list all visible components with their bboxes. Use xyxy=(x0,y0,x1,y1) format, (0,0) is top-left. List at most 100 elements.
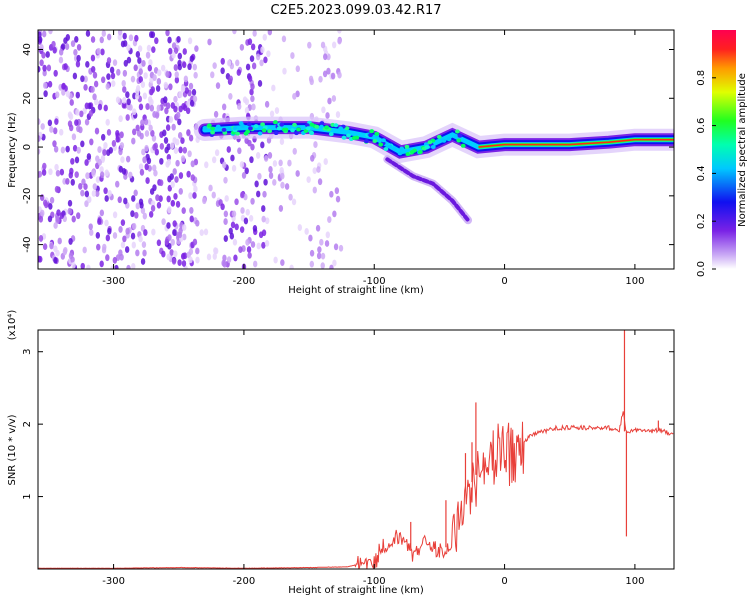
heatmap-cell xyxy=(138,235,143,243)
heatmap-cell xyxy=(125,155,131,163)
heatmap-cell xyxy=(257,80,263,87)
heatmap-cell xyxy=(118,249,123,257)
heatmap-cell xyxy=(95,176,101,184)
heatmap-cell xyxy=(335,195,341,203)
heatmap-cell xyxy=(264,239,270,247)
ridge-blob xyxy=(354,135,360,140)
heatmap-cell xyxy=(150,31,156,39)
heatmap-cell xyxy=(46,64,52,72)
heatmap-cell xyxy=(220,203,225,211)
top-x-ticks: -300 -200 -100 0 100 xyxy=(102,30,644,287)
heatmap-cell xyxy=(53,127,58,135)
heatmap-cell xyxy=(151,46,156,54)
heatmap-cell xyxy=(72,72,78,80)
snr-spikes xyxy=(410,330,659,551)
ridge-blob xyxy=(446,137,452,142)
heatmap-cell xyxy=(271,84,276,92)
colorbar-tick-label: 0.2 xyxy=(696,213,707,229)
heatmap-cell xyxy=(74,119,79,127)
heatmap-cell xyxy=(53,222,58,229)
heatmap-cell xyxy=(278,159,283,167)
colorbar: 0.0 0.2 0.4 0.6 0.8 Normalized spectral ampl… xyxy=(696,30,748,277)
heatmap-cell xyxy=(39,194,45,201)
ridge-blob xyxy=(279,122,285,127)
heatmap-cell xyxy=(148,59,153,66)
heatmap-cell xyxy=(150,204,156,212)
heatmap-cell xyxy=(106,57,112,64)
heatmap-cell xyxy=(279,138,285,145)
heatmap-cell xyxy=(120,219,126,227)
heatmap-cell xyxy=(142,249,147,257)
heatmap-cell xyxy=(120,241,126,249)
heatmap-cell xyxy=(138,76,143,83)
heatmap-cell xyxy=(173,192,178,200)
heatmap-cell xyxy=(106,128,112,136)
heatmap-cell xyxy=(228,92,233,100)
heatmap-cell xyxy=(99,166,104,173)
heatmap-cell xyxy=(210,71,215,79)
ridge-blob xyxy=(324,125,330,130)
heatmap-cell xyxy=(165,160,170,168)
heatmap-cell xyxy=(236,69,241,76)
ridge-blob xyxy=(344,126,350,131)
heatmap-cell xyxy=(122,235,127,243)
heatmap-cell xyxy=(110,72,116,80)
heatmap-cell xyxy=(316,252,322,260)
ridge-blob xyxy=(290,128,295,133)
colorbar-ticks: 0.0 0.2 0.4 0.6 0.8 xyxy=(696,70,716,277)
heatmap-cell xyxy=(310,154,315,162)
ridge-blob xyxy=(248,126,253,131)
ridge-blob xyxy=(457,133,463,138)
heatmap-cell xyxy=(252,30,257,37)
heatmap-cell xyxy=(68,113,74,120)
heatmap-cell xyxy=(186,129,191,136)
heatmap-cell xyxy=(319,238,324,246)
heatmap-cell xyxy=(139,168,145,176)
heatmap-cell xyxy=(312,167,317,175)
heatmap-cell xyxy=(234,223,239,231)
heatmap-cell xyxy=(175,138,180,146)
heatmap-cell xyxy=(309,78,314,86)
heatmap-cell xyxy=(51,40,56,48)
heatmap-cell xyxy=(182,61,187,69)
heatmap-cell xyxy=(161,218,166,226)
ridge-blob xyxy=(267,129,273,134)
heatmap-cell xyxy=(156,78,162,85)
heatmap-cell xyxy=(68,238,73,245)
heatmap-cell xyxy=(125,114,130,121)
ridge-blob xyxy=(232,126,238,131)
heatmap-cell xyxy=(173,250,178,258)
heatmap-cell xyxy=(102,149,107,156)
heatmap-cell xyxy=(76,146,81,154)
heatmap-cell xyxy=(207,38,212,46)
heatmap-cell xyxy=(120,40,126,48)
heatmap-cell xyxy=(262,190,267,198)
heatmap-cell xyxy=(80,140,85,148)
heatmap-cell xyxy=(184,87,189,94)
snr-series-line xyxy=(38,411,674,569)
heatmap-cell xyxy=(243,217,249,225)
heatmap-cell xyxy=(40,209,45,217)
heatmap-cell xyxy=(177,118,182,126)
heatmap-cell xyxy=(292,147,297,155)
heatmap-cell xyxy=(304,228,309,235)
heatmap-cell xyxy=(231,164,237,172)
heatmap-cell xyxy=(278,205,284,212)
heatmap-cell xyxy=(107,227,112,235)
heatmap-cell xyxy=(180,137,185,145)
top-xtick-label: -200 xyxy=(233,276,256,287)
heatmap-cell xyxy=(122,32,127,40)
heatmap-cell xyxy=(147,96,153,103)
heatmap-cell xyxy=(295,65,301,73)
heatmap-cell xyxy=(39,59,44,67)
heatmap-cell xyxy=(89,138,94,146)
heatmap-cell xyxy=(331,41,337,49)
heatmap-cell xyxy=(100,76,106,84)
heatmap-cell xyxy=(172,220,177,228)
ridge-blob xyxy=(399,146,405,151)
heatmap-cell xyxy=(74,171,79,179)
heatmap-cell xyxy=(241,172,247,179)
heatmap-cell xyxy=(131,195,136,202)
heatmap-cell xyxy=(92,93,97,101)
heatmap-cell xyxy=(223,235,228,242)
